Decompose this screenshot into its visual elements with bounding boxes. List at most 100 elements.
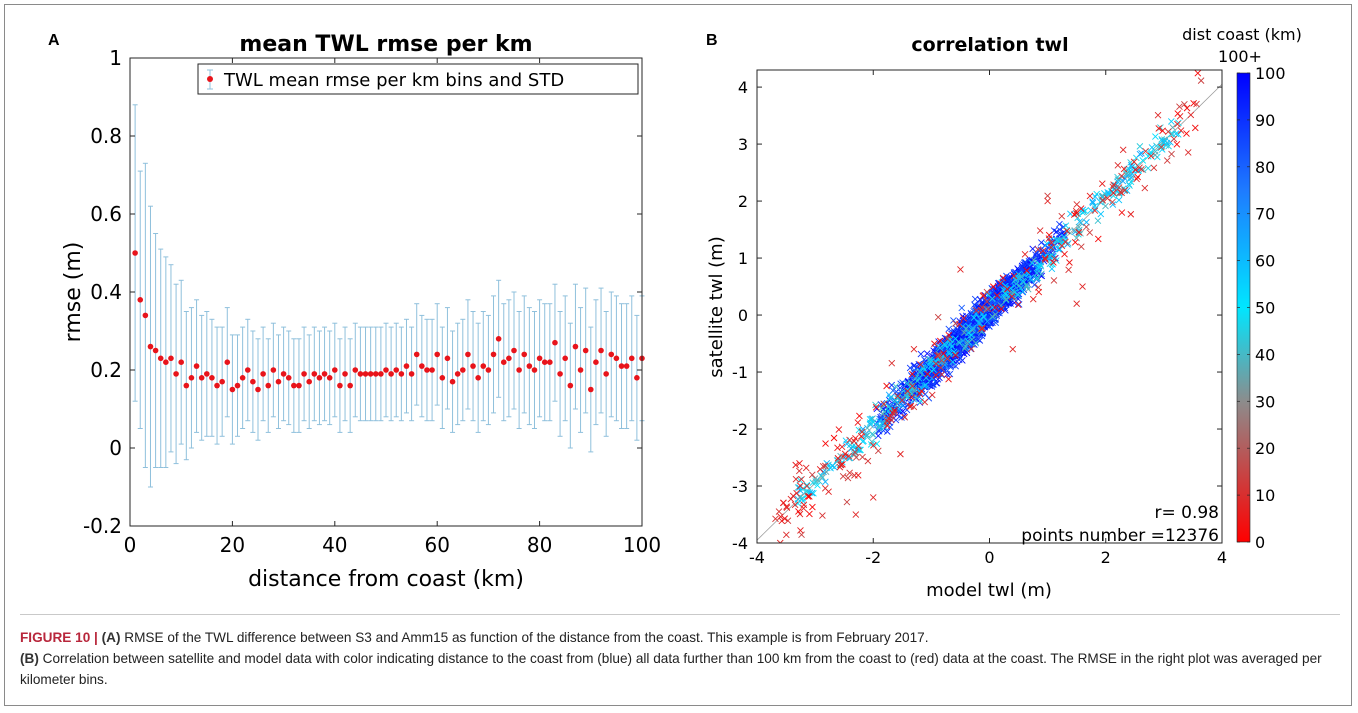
scatter-point [1021,251,1029,258]
scatter-point [1130,158,1138,166]
scatter-point [945,325,953,333]
scatter-point [962,325,970,333]
scatter-point [907,379,915,387]
scatter-point [795,467,803,475]
data-point [582,347,589,354]
scatter-point [1073,234,1080,242]
scatter-point [1014,291,1022,299]
scatter-point [998,305,1005,313]
scatter-point [950,317,957,324]
scatter-point [812,478,820,485]
scatter-point [977,306,985,314]
scatter-point [892,383,899,390]
chart-a-legend-marker-icon [207,76,213,82]
scatter-point [910,386,918,394]
data-point [321,371,328,377]
scatter-point [1009,345,1017,353]
caption-line-2: (B) Correlation between satellite and mo… [20,648,1340,690]
scatter-point [1142,147,1149,155]
scatter-point [1077,243,1085,251]
scatter-point [1184,149,1192,156]
data-point [367,371,374,377]
scatter-point [877,404,885,412]
scatter-point [855,442,862,450]
data-point [285,375,292,381]
scatter-point [834,454,842,462]
scatter-point [845,452,853,460]
scatter-point [1138,150,1145,157]
scatter-point [866,416,874,423]
data-point [516,367,522,373]
scatter-point [819,512,826,519]
scatter-point [1151,151,1159,159]
x-tick-label: 20 [220,533,245,557]
scatter-point [1086,192,1094,200]
scatter-point [943,335,951,342]
y-tick-label: 3 [738,135,748,154]
scatter-point [1033,275,1040,282]
scatter-point [906,403,914,410]
scatter-point [906,364,914,372]
scatter-point [1067,210,1074,218]
scatter-point [1099,197,1107,204]
data-point [603,371,609,377]
data-point [332,367,338,373]
scatter-point [1044,192,1051,200]
data-point [270,367,277,373]
scatter-point [1002,295,1010,303]
scatter-point [1115,196,1123,204]
scatter-point [1097,210,1105,218]
scatter-point [1110,181,1117,188]
data-point [239,375,246,381]
scatter-point [941,340,948,348]
scatter-point [839,472,847,480]
data-point [214,382,220,389]
caption-panel-a-label: (A) [101,630,121,645]
chart-b-title: correlation twl [911,34,1068,56]
scatter-point [897,450,904,458]
scatter-point [799,485,806,493]
scatter-point [949,358,957,366]
scatter-point [1118,209,1126,216]
data-point [280,371,287,377]
scatter-point [950,348,958,356]
data-point [526,363,533,369]
scatter-point [1014,301,1022,309]
scatter-point [968,331,975,339]
scatter-point [903,380,911,387]
data-point [362,371,369,377]
scatter-point [856,412,863,420]
scatter-point [1109,201,1117,208]
data-point [429,367,435,373]
data-point [347,382,353,389]
chart-b-ylabel: satellite twl (m) [706,236,727,377]
scatter-point [869,415,876,422]
data-point [593,359,599,366]
scatter-point [1060,233,1068,241]
scatter-point [1016,282,1023,289]
scatter-point [941,361,949,369]
data-point [132,250,138,256]
scatter-point [1158,143,1165,151]
scatter-point [1089,199,1097,207]
scatter-point [901,413,909,421]
data-point [623,363,630,369]
scatter-point [870,431,877,439]
scatter-point [940,350,947,357]
y-tick-label: 1 [109,46,122,70]
scatter-point [1049,260,1056,268]
scatter-point [1010,272,1018,280]
scatter-point [1021,271,1029,279]
scatter-point [1197,77,1205,84]
scatter-point [898,414,905,421]
scatter-point [1121,186,1129,194]
scatter-point [1176,112,1184,120]
caption-panel-a-text: RMSE of the TWL difference between S3 an… [124,630,929,645]
scatter-point [897,400,904,408]
scatter-point [894,392,902,400]
data-point [326,375,333,381]
y-tick-label: -1 [732,363,748,382]
scatter-point [1134,167,1141,174]
data-point [219,378,225,385]
scatter-point [1036,227,1044,234]
